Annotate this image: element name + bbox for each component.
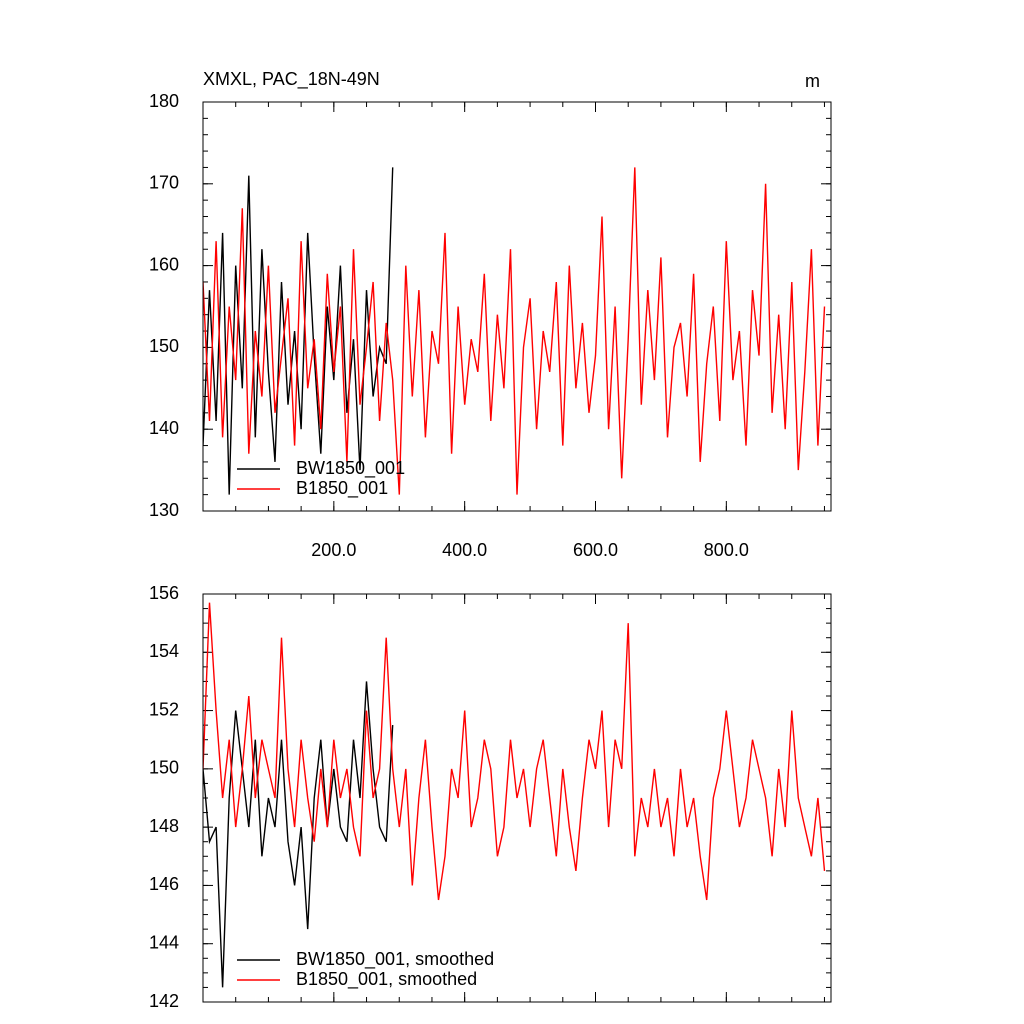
y-tick-label: 130 — [149, 500, 179, 520]
y-tick-label: 156 — [149, 583, 179, 603]
y-tick-label: 140 — [149, 418, 179, 438]
y-tick-label: 146 — [149, 874, 179, 894]
units-label: m — [805, 71, 820, 91]
y-tick-label: 152 — [149, 699, 179, 719]
chart-title: XMXL, PAC_18N-49N — [203, 69, 380, 90]
legend-label: BW1850_001, smoothed — [296, 949, 494, 970]
plot-frame — [202, 593, 832, 1003]
y-tick-label: 150 — [149, 336, 179, 356]
x-tick-label: 200.0 — [311, 540, 356, 560]
series-line — [203, 167, 394, 495]
series-line — [203, 602, 826, 901]
series-line — [203, 167, 826, 495]
x-tick-label: 400.0 — [442, 540, 487, 560]
plot-frame — [202, 101, 832, 512]
y-tick-label: 160 — [149, 254, 179, 274]
y-tick-label: 144 — [149, 932, 179, 952]
x-tick-label: 600.0 — [573, 540, 618, 560]
y-tick-label: 148 — [149, 816, 179, 836]
y-tick-label: 142 — [149, 991, 179, 1011]
legend-label: B1850_001 — [296, 478, 388, 499]
y-tick-label: 154 — [149, 641, 179, 661]
x-tick-label: 800.0 — [704, 540, 749, 560]
legend-label: B1850_001, smoothed — [296, 969, 477, 990]
y-tick-label: 180 — [149, 91, 179, 111]
legend-label: BW1850_001 — [296, 458, 405, 479]
y-tick-label: 150 — [149, 758, 179, 778]
series-line — [203, 681, 394, 988]
y-tick-label: 170 — [149, 173, 179, 193]
